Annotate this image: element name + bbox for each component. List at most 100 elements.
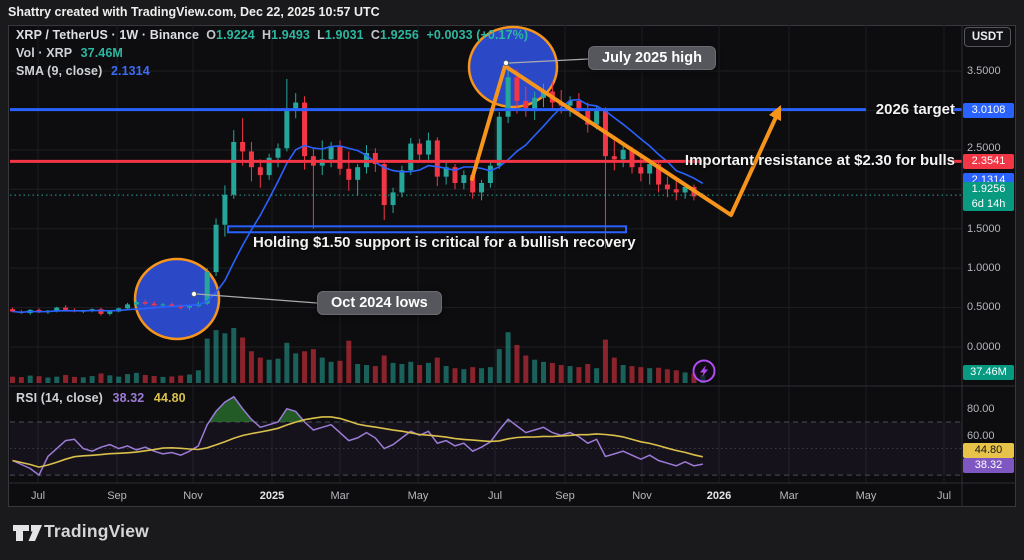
volume-bar: [257, 357, 263, 383]
volume-bar: [558, 365, 564, 383]
candle-body: [284, 108, 290, 149]
volume-bar: [505, 332, 511, 383]
rsi-label: RSI (14, close): [16, 391, 103, 405]
candle-body: [541, 91, 546, 98]
volume-bar: [284, 342, 290, 383]
annotation-support[interactable]: Holding $1.50 support is critical for a …: [253, 234, 636, 251]
candle-body: [585, 108, 591, 125]
candle-body: [187, 305, 192, 308]
volume-bar: [673, 370, 679, 383]
volume-bar: [248, 351, 254, 383]
highlight-circle[interactable]: [133, 257, 221, 341]
volume-bar: [372, 366, 378, 383]
candle-body: [417, 143, 423, 155]
annotation-leader-line: [508, 58, 589, 64]
volume-bar: [638, 367, 644, 383]
volume-bar: [417, 365, 423, 383]
support-zone-rect[interactable]: [227, 225, 627, 234]
high-value: 1.9493: [271, 28, 310, 42]
price-axis-label: 2.5000: [967, 142, 1001, 154]
volume-bar: [682, 372, 688, 383]
price-axis-label: 1.0000: [967, 262, 1001, 274]
candle-body: [611, 156, 617, 160]
candle-body: [160, 304, 166, 306]
volume-bar: [399, 363, 405, 383]
footer-bar: TradingView: [0, 507, 1024, 560]
candle-body: [443, 167, 449, 177]
candle-body: [381, 164, 387, 206]
candle-body: [275, 148, 281, 158]
time-axis-label: Nov: [183, 490, 203, 502]
annotation-resistance[interactable]: Important resistance at $2.30 for bulls: [684, 152, 955, 169]
candle-body: [204, 272, 210, 304]
rsi-legend[interactable]: RSI (14, close) 38.32 44.80: [16, 391, 186, 405]
candle-body: [399, 170, 405, 193]
candle-body: [98, 309, 104, 314]
candle-body: [142, 302, 148, 304]
candle-body: [425, 140, 431, 155]
candle-body: [151, 303, 157, 306]
candle-body: [505, 77, 511, 117]
volume-bar: [98, 373, 104, 383]
candle-body: [240, 141, 246, 152]
open-value: 1.9224: [216, 28, 255, 42]
candle-body: [390, 192, 396, 206]
annotation-july-high[interactable]: July 2025 high: [588, 46, 716, 70]
volume-legend[interactable]: Vol · XRP 37.46M: [16, 46, 123, 60]
candle-body: [567, 100, 573, 106]
volume-bar: [151, 376, 157, 383]
volume-bar: [54, 376, 60, 383]
candle-body: [257, 167, 263, 176]
candle-body: [576, 100, 582, 109]
trend-arrow-line[interactable]: [470, 64, 778, 217]
volume-bar: [567, 366, 573, 383]
time-axis-label: Mar: [779, 490, 799, 502]
candle-body: [629, 149, 635, 168]
annotation-anchor-dot[interactable]: [190, 290, 197, 297]
rsi-ma-line: [12, 416, 703, 468]
volume-bar: [346, 340, 352, 383]
candle-body: [638, 167, 644, 174]
candle-body: [231, 141, 237, 195]
time-axis-label: Sep: [107, 490, 127, 502]
annotation-2026-target[interactable]: 2026 target: [875, 101, 955, 118]
symbol-legend[interactable]: XRP / TetherUS · 1W · Binance O1.9224 H1…: [16, 28, 529, 42]
volume-bar: [585, 363, 591, 383]
lightning-bolt: [700, 365, 708, 377]
volume-bar: [390, 362, 396, 383]
volume-bar: [187, 374, 192, 383]
candle-body: [408, 143, 414, 171]
volume-bar: [240, 337, 246, 383]
price-chip: 44.80: [963, 443, 1014, 458]
volume-bar: [514, 344, 520, 383]
volume-bar: [408, 361, 414, 383]
time-axis-label: Jul: [487, 490, 503, 502]
candle-body: [133, 302, 139, 305]
candle-body: [125, 304, 131, 309]
volume-bar: [487, 367, 493, 383]
candle-body: [532, 97, 538, 111]
sma-legend[interactable]: SMA (9, close) 2.1314: [16, 64, 150, 78]
annotation-anchor-dot[interactable]: [502, 60, 509, 67]
volume-bar: [647, 368, 653, 383]
volume-bar: [549, 362, 555, 383]
volume-bar: [691, 373, 697, 383]
time-axis-label: Jul: [30, 490, 46, 502]
currency-toggle-button[interactable]: USDT: [964, 27, 1011, 47]
price-chip: 38.32: [963, 458, 1014, 473]
price-chip: 1.9256 6d 14h: [963, 182, 1014, 211]
price-chip: 2.3541: [963, 154, 1014, 169]
trend-arrow-head: [769, 105, 781, 121]
time-axis-label: Nov: [632, 490, 652, 502]
volume-bar: [80, 377, 86, 383]
candle-body: [620, 149, 626, 160]
volume-bar: [523, 355, 529, 383]
annotation-oct-lows[interactable]: Oct 2024 lows: [317, 291, 442, 315]
candle-body: [178, 305, 184, 308]
volume-bar: [178, 375, 184, 383]
price-axis-label: 3.5000: [967, 65, 1001, 77]
tradingview-brand-text[interactable]: TradingView: [44, 521, 149, 541]
tradingview-logo-icon[interactable]: [13, 524, 43, 544]
volume-bar: [27, 375, 33, 383]
